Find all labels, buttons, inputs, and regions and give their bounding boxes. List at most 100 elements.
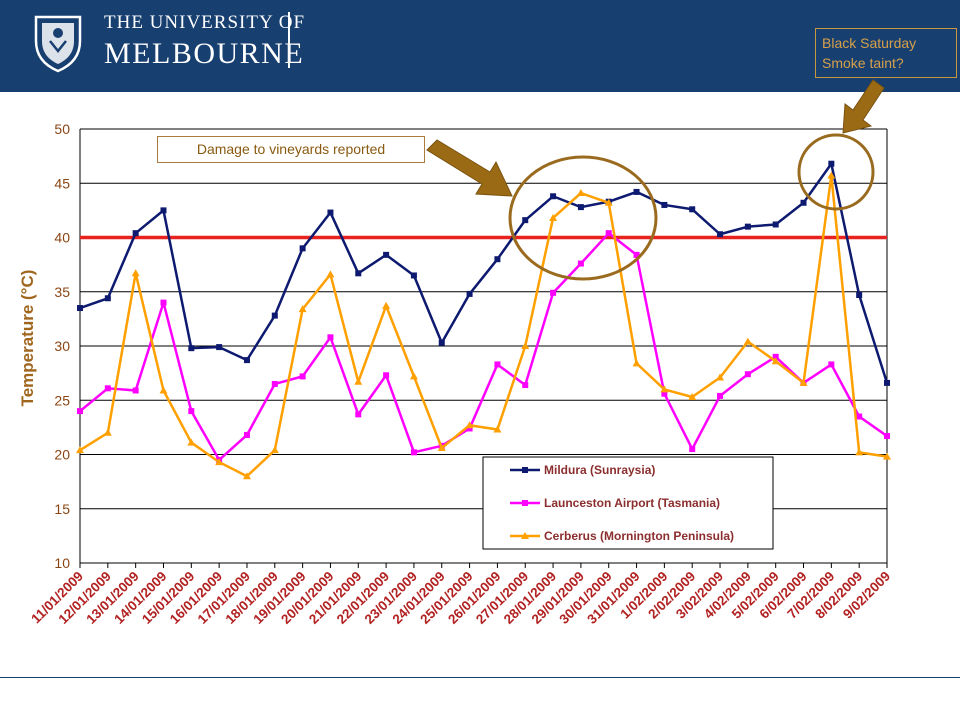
data-point — [299, 373, 306, 380]
series-layer — [76, 160, 891, 480]
data-point — [716, 373, 725, 381]
series-line — [79, 231, 888, 462]
data-point — [827, 171, 836, 179]
data-point — [77, 408, 83, 415]
legend-label: Cerberus (Mornington Peninsula) — [544, 529, 734, 543]
data-point — [884, 433, 890, 440]
y-tick-label: 35 — [54, 284, 70, 300]
data-point — [410, 449, 417, 456]
data-point — [132, 387, 139, 394]
data-point — [215, 458, 224, 466]
data-point — [605, 230, 612, 237]
data-point — [522, 382, 529, 389]
data-point — [216, 344, 223, 351]
y-tick-labels: 10 15 20 25 30 35 40 45 50 — [54, 121, 70, 571]
data-point — [522, 500, 528, 506]
data-point — [828, 160, 835, 167]
data-point — [270, 446, 279, 454]
data-point — [632, 359, 641, 367]
heatwave-circle — [508, 155, 658, 281]
data-point — [131, 269, 140, 277]
black-saturday-text: Black Saturday Smoke taint? — [822, 35, 917, 71]
legend-entry: Cerberus (Mornington Peninsula) — [510, 529, 734, 543]
data-point — [743, 337, 752, 345]
data-point — [77, 305, 83, 312]
y-tick-label: 40 — [54, 230, 70, 246]
legend-label: Launceston Airport (Tasmania) — [544, 496, 720, 510]
data-point — [383, 251, 390, 258]
series-2 — [76, 171, 891, 480]
data-point — [883, 452, 891, 460]
data-point — [326, 270, 335, 278]
legend: Mildura (Sunraysia) Launceston Airport (T… — [482, 456, 774, 550]
data-point — [494, 361, 501, 368]
data-point — [104, 385, 111, 392]
data-point — [104, 295, 111, 302]
data-point — [744, 223, 751, 230]
data-point — [187, 438, 196, 446]
data-point — [576, 189, 585, 197]
data-point — [522, 467, 528, 473]
data-point — [522, 217, 529, 224]
black-saturday-callout: Black Saturday Smoke taint? — [815, 28, 957, 78]
university-crest-icon — [34, 15, 82, 73]
data-point — [660, 385, 669, 393]
data-point — [771, 357, 780, 365]
data-point — [521, 532, 529, 539]
data-point — [856, 413, 863, 420]
university-name-line2: MELBOURNE — [104, 37, 305, 70]
header-banner: THE UNIVERSITY OF MELBOURNE — [0, 0, 960, 92]
y-tick-label: 25 — [54, 392, 70, 408]
data-point — [466, 290, 473, 297]
data-point — [772, 221, 779, 228]
data-point — [243, 431, 250, 438]
data-point — [744, 371, 751, 378]
data-point — [550, 193, 557, 200]
black-saturday-arrow — [842, 79, 885, 134]
damage-callout: Damage to vineyards reported — [157, 136, 425, 163]
data-point — [355, 270, 362, 277]
data-point — [383, 372, 390, 379]
data-point — [604, 198, 613, 206]
data-point — [494, 256, 501, 263]
data-point — [243, 357, 250, 364]
data-point — [549, 213, 558, 221]
series-1 — [77, 230, 890, 463]
data-point — [550, 289, 557, 296]
data-point — [661, 201, 668, 208]
data-point — [355, 411, 362, 418]
data-point — [103, 428, 112, 436]
data-point — [76, 446, 84, 454]
y-tick-label: 30 — [54, 338, 70, 354]
data-point — [717, 231, 724, 238]
data-point — [856, 292, 863, 299]
series-0 — [77, 160, 890, 386]
data-point — [188, 408, 195, 415]
data-point — [717, 392, 724, 399]
annotation-layer — [426, 79, 885, 281]
data-point — [884, 379, 890, 386]
data-point — [409, 372, 418, 380]
data-point — [354, 377, 363, 385]
data-point — [633, 251, 640, 258]
series-line — [79, 162, 889, 384]
data-point — [689, 446, 696, 453]
y-tick-label: 20 — [54, 447, 70, 463]
black-saturday-circle — [797, 133, 875, 211]
y-tick-label: 45 — [54, 175, 70, 191]
damage-arrow — [426, 139, 513, 197]
legend-label: Mildura (Sunraysia) — [544, 463, 655, 477]
data-point — [772, 353, 779, 360]
data-point — [466, 425, 473, 432]
data-point — [493, 425, 502, 433]
data-point — [465, 421, 474, 429]
data-point — [521, 342, 530, 349]
damage-text: Damage to vineyards reported — [196, 141, 386, 157]
data-point — [410, 272, 417, 279]
data-point — [242, 472, 251, 480]
university-name-line1: THE UNIVERSITY OF — [104, 12, 306, 33]
data-point — [661, 390, 668, 397]
data-point — [688, 392, 697, 400]
y-tick-label: 10 — [54, 555, 70, 571]
